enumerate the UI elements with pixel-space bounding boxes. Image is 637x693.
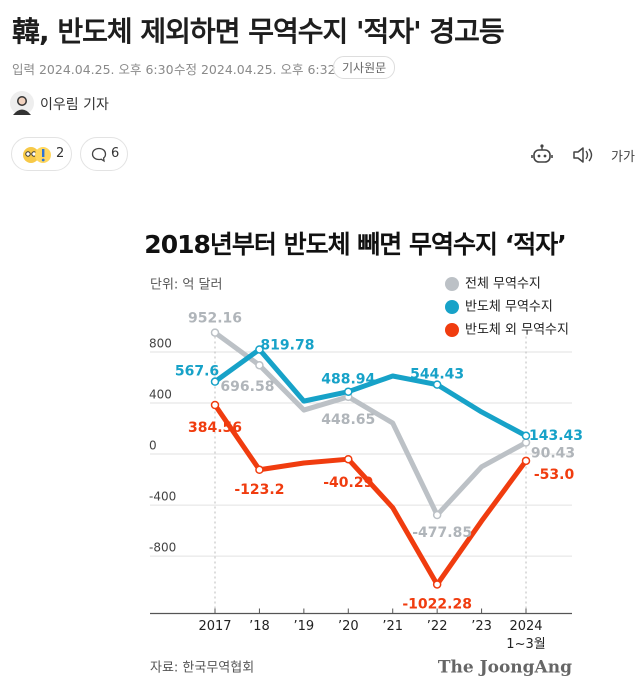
original-link[interactable]: 기사원문 (333, 56, 396, 79)
separator: · (166, 59, 170, 74)
modified-time: 수정 2024.04.25. 오후 6:32 (174, 62, 336, 77)
data-label: 143.43 (529, 428, 583, 444)
data-point (432, 510, 442, 520)
series-line (212, 402, 529, 587)
x-tick-label: ’21 (382, 619, 403, 634)
x-period-note: 1~3월 (506, 637, 545, 652)
data-label: -477.85 (412, 525, 472, 541)
data-label: 567.6 (175, 364, 219, 380)
data-point (255, 360, 264, 370)
data-point (255, 465, 264, 475)
data-label: 544.43 (410, 367, 464, 383)
credit: The JoongAng (438, 658, 572, 678)
reaction-count: 2 (56, 146, 65, 161)
data-point (255, 345, 264, 354)
legend-marker (445, 277, 459, 291)
chart-title: 2018년부터 반도체 빼면 무역수지 ‘적자’ (144, 230, 565, 259)
legend-label: 반도체 무역수지 (465, 300, 553, 315)
data-point (432, 580, 442, 589)
x-tick-label: ’20 (338, 619, 359, 634)
data-point (521, 456, 531, 466)
summary-bot-button[interactable] (530, 143, 554, 167)
author-avatar (10, 91, 34, 115)
data-label: 819.78 (260, 337, 314, 353)
font-size-button[interactable]: 가가 (611, 150, 635, 165)
y-tick-label: -400 (149, 490, 176, 504)
data-label: -1022.28 (402, 596, 472, 612)
x-tick-label: ’22 (427, 619, 448, 634)
y-tick-label: 400 (149, 388, 172, 402)
x-tick-label: ’19 (294, 619, 315, 634)
data-label: 696.58 (220, 379, 274, 395)
source: 자료: 한국무역협회 (150, 661, 254, 676)
data-label: 488.94 (321, 372, 375, 388)
published-time: 입력 2024.04.25. 오후 6:30 (12, 62, 174, 77)
data-point (210, 377, 220, 386)
legend-marker (445, 300, 459, 314)
comment-icon (91, 147, 107, 163)
data-label: 384.56 (188, 420, 242, 436)
y-tick-label: -800 (149, 541, 176, 555)
article-title: 韓, 반도체 제외하면 무역수지 '적자' 경고등 (12, 15, 505, 48)
reaction-button[interactable]: 2 (11, 137, 72, 171)
x-tick-label: 2024 (509, 619, 542, 634)
data-point (344, 387, 353, 396)
data-point (521, 431, 531, 441)
reaction-icons (23, 147, 51, 163)
data-point (210, 400, 220, 410)
data-label: -123.2 (234, 482, 284, 498)
comment-button[interactable]: 6 (80, 137, 128, 171)
legend-label: 반도체 외 무역수지 (465, 323, 569, 338)
unit-label: 단위: 억 달러 (150, 278, 222, 293)
data-label: -53.0 (534, 467, 575, 483)
data-point (210, 328, 220, 337)
data-label: -40.29 (323, 475, 373, 491)
data-point (432, 380, 442, 389)
legend-marker (445, 323, 459, 337)
audio-button[interactable] (572, 145, 594, 165)
data-point (344, 454, 353, 464)
series-line (212, 346, 529, 439)
y-tick-label: 0 (149, 439, 157, 453)
legend-label: 전체 무역수지 (465, 277, 541, 292)
data-label: 448.65 (321, 412, 375, 428)
y-tick-label: 800 (149, 337, 172, 351)
data-label: 90.43 (531, 446, 575, 462)
comment-count: 6 (111, 146, 120, 161)
data-label: 952.16 (188, 311, 242, 327)
author-name[interactable]: 이우림 기자 (40, 97, 109, 113)
x-tick-label: ’23 (471, 619, 492, 634)
x-tick-label: ’18 (249, 619, 270, 634)
x-tick-label: 2017 (198, 619, 231, 634)
series-line (212, 330, 529, 518)
